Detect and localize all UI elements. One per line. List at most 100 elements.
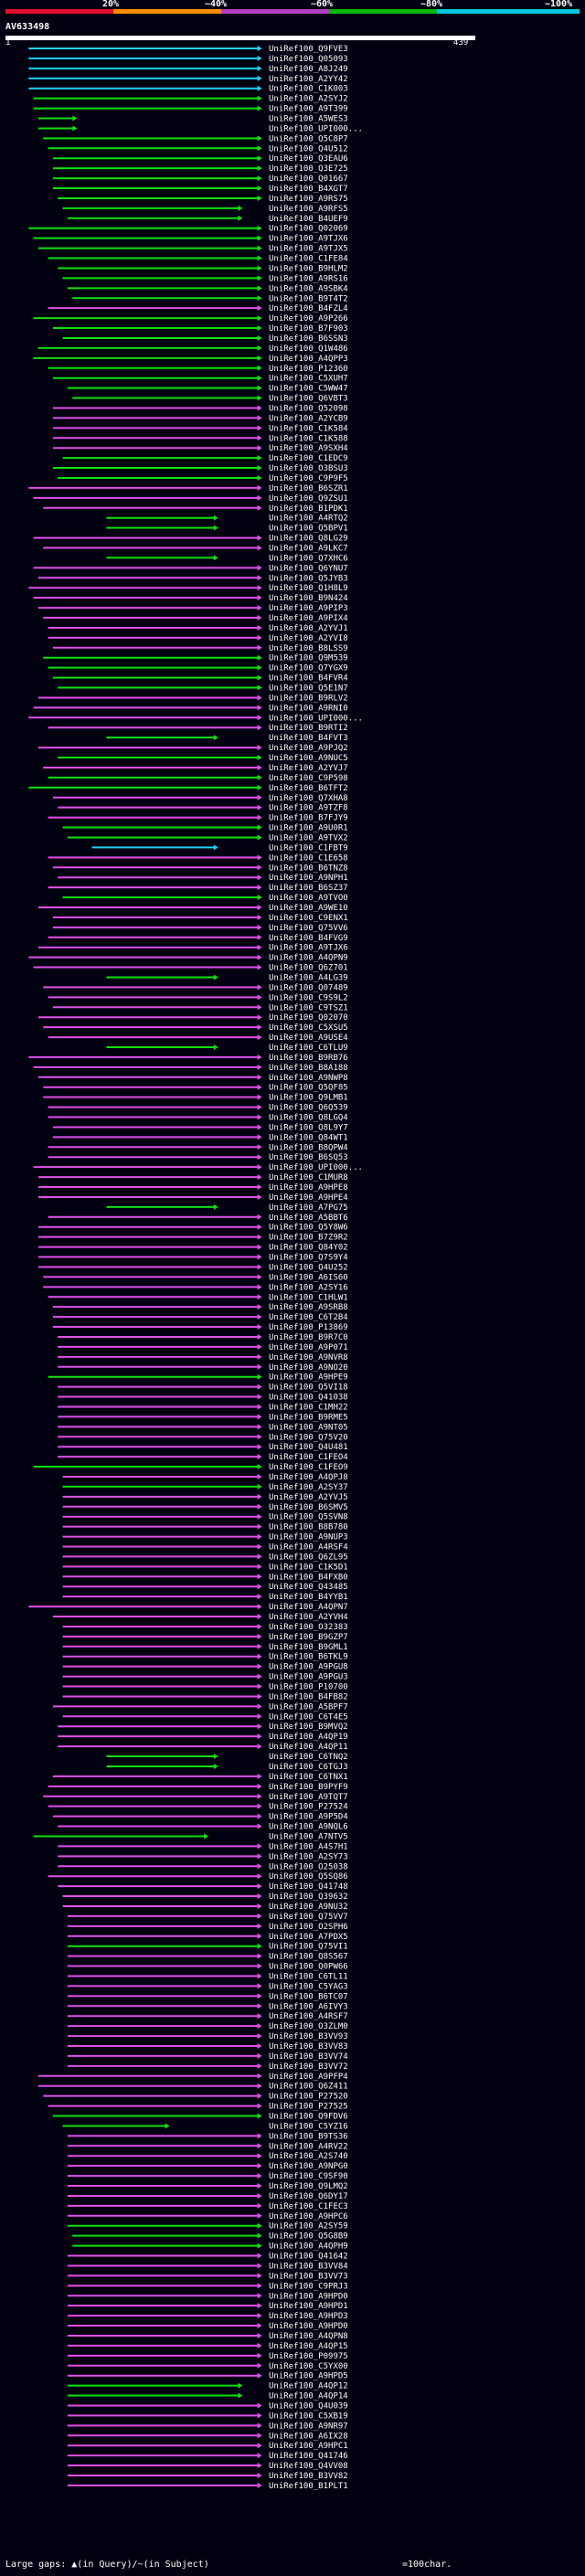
- hit-id[interactable]: UniRef100_C9P598: [269, 774, 348, 783]
- hit-id[interactable]: UniRef100_Q84WT1: [269, 1133, 348, 1142]
- hit-row[interactable]: UniRef100_A6IX28: [67, 2432, 348, 2441]
- hit-row[interactable]: UniRef100_Q84WT1: [52, 1133, 348, 1142]
- hit-row[interactable]: UniRef100_A9NPH1: [58, 874, 348, 883]
- hit-row[interactable]: UniRef100_C1K5D1: [62, 1563, 348, 1572]
- hit-row[interactable]: UniRef100_C6TGJ3: [106, 1763, 348, 1772]
- hit-row[interactable]: UniRef100_B6SQ53: [48, 1153, 348, 1162]
- hit-id[interactable]: UniRef100_C6T2B4: [269, 1313, 348, 1322]
- hit-id[interactable]: UniRef100_C6TLU9: [269, 1044, 348, 1053]
- hit-row[interactable]: UniRef100_Q8L9Y7: [52, 1123, 348, 1132]
- hit-id[interactable]: UniRef100_A2S740: [269, 2152, 348, 2161]
- hit-id[interactable]: UniRef100_A9NUP3: [269, 1533, 348, 1542]
- hit-row[interactable]: UniRef100_A9NPG0: [67, 2162, 348, 2171]
- hit-row[interactable]: UniRef100_A9RNI0: [33, 704, 348, 713]
- hit-id[interactable]: UniRef100_Q41642: [269, 2253, 348, 2262]
- hit-id[interactable]: UniRef100_C5XB19: [269, 2412, 348, 2421]
- hit-id[interactable]: UniRef100_B9MVQ2: [269, 1723, 348, 1732]
- hit-row[interactable]: UniRef100_UPI000...: [33, 1163, 363, 1172]
- hit-row[interactable]: UniRef100_A8J249: [28, 65, 348, 74]
- hit-row[interactable]: UniRef100_A9NR97: [67, 2422, 348, 2431]
- hit-id[interactable]: UniRef100_Q9FVE3: [269, 45, 348, 54]
- hit-row[interactable]: UniRef100_Q75VI1: [67, 1943, 348, 1952]
- hit-row[interactable]: UniRef100_A9TVX2: [67, 833, 348, 843]
- hit-id[interactable]: UniRef100_A2YVJ7: [269, 764, 348, 773]
- hit-id[interactable]: UniRef100_C5XSU5: [269, 1023, 348, 1033]
- hit-id[interactable]: UniRef100_A4QPN7: [269, 1603, 348, 1612]
- hit-id[interactable]: UniRef100_Q41038: [269, 1394, 348, 1403]
- hit-row[interactable]: UniRef100_B6TKL9: [62, 1653, 348, 1662]
- hit-id[interactable]: UniRef100_O3ZLM0: [269, 2022, 348, 2031]
- hit-row[interactable]: UniRef100_P10700: [62, 1683, 348, 1692]
- hit-id[interactable]: UniRef100_A9HPD1: [269, 2302, 348, 2311]
- hit-id[interactable]: UniRef100_B3VV84: [269, 2262, 348, 2271]
- hit-id[interactable]: UniRef100_B1PLT1: [269, 2482, 348, 2491]
- hit-row[interactable]: UniRef100_A4S7H1: [58, 1842, 348, 1851]
- hit-id[interactable]: UniRef100_Q9LMB1: [269, 1094, 348, 1103]
- hit-row[interactable]: UniRef100_A9TJX6: [37, 944, 348, 953]
- hit-row[interactable]: UniRef100_C1EDC9: [62, 454, 348, 463]
- hit-row[interactable]: UniRef100_Q4U481: [58, 1443, 348, 1452]
- hit-row[interactable]: UniRef100_Q41748: [58, 1882, 348, 1892]
- hit-id[interactable]: UniRef100_O3BSU3: [269, 464, 348, 473]
- hit-row[interactable]: UniRef100_C1FE84: [48, 255, 348, 264]
- hit-id[interactable]: UniRef100_A9PGU3: [269, 1673, 348, 1682]
- hit-id[interactable]: UniRef100_Q4U252: [269, 1263, 348, 1272]
- hit-id[interactable]: UniRef100_C1K5D1: [269, 1563, 348, 1572]
- hit-id[interactable]: UniRef100_A9TQT7: [269, 1793, 348, 1802]
- hit-row[interactable]: UniRef100_Q7S9Y4: [37, 1254, 348, 1263]
- hit-row[interactable]: UniRef100_A9NO20: [58, 1363, 348, 1373]
- hit-row[interactable]: UniRef100_Q9M539: [43, 654, 348, 663]
- hit-row[interactable]: UniRef100_A9PIX4: [43, 614, 348, 623]
- hit-row[interactable]: UniRef100_A9HPD5: [67, 2372, 348, 2381]
- hit-id[interactable]: UniRef100_C1K588: [269, 434, 348, 443]
- hit-id[interactable]: UniRef100_Q8S567: [269, 1953, 348, 1962]
- hit-row[interactable]: UniRef100_A6IS60: [43, 1273, 348, 1282]
- hit-row[interactable]: UniRef100_A9NUP3: [62, 1533, 348, 1542]
- hit-id[interactable]: UniRef100_A5WES3: [269, 115, 348, 124]
- hit-row[interactable]: UniRef100_B7Z9R2: [37, 1234, 348, 1243]
- hit-id[interactable]: UniRef100_C1MH22: [269, 1403, 348, 1412]
- hit-row[interactable]: UniRef100_A9RS75: [58, 195, 348, 204]
- hit-row[interactable]: UniRef100_B3VV82: [67, 2472, 348, 2481]
- hit-id[interactable]: UniRef100_Q8LG29: [269, 535, 348, 544]
- hit-id[interactable]: UniRef100_A9P071: [269, 1343, 348, 1352]
- hit-id[interactable]: UniRef100_C9SF90: [269, 2172, 348, 2181]
- hit-id[interactable]: UniRef100_B3VV93: [269, 2032, 348, 2041]
- hit-row[interactable]: UniRef100_C1FEO4: [58, 1453, 348, 1462]
- hit-id[interactable]: UniRef100_A4RTQ2: [269, 514, 348, 524]
- hit-row[interactable]: UniRef100_A2YVJ1: [48, 624, 348, 633]
- hit-id[interactable]: UniRef100_B9HLM2: [269, 264, 348, 273]
- hit-id[interactable]: UniRef100_O32383: [269, 1623, 348, 1632]
- hit-id[interactable]: UniRef100_P27525: [269, 2103, 348, 2112]
- hit-id[interactable]: UniRef100_C1FEO4: [269, 1453, 348, 1462]
- hit-id[interactable]: UniRef100_B3VV73: [269, 2272, 348, 2281]
- hit-id[interactable]: UniRef100_Q02069: [269, 225, 348, 234]
- hit-id[interactable]: UniRef100_A9HPC1: [269, 2442, 348, 2451]
- hit-row[interactable]: UniRef100_Q5QF85: [43, 1084, 348, 1093]
- hit-id[interactable]: UniRef100_A4QPN9: [269, 954, 348, 963]
- hit-row[interactable]: UniRef100_B7FJY9: [48, 814, 348, 823]
- hit-id[interactable]: UniRef100_A9SRB8: [269, 1303, 348, 1312]
- hit-id[interactable]: UniRef100_A9HPE8: [269, 1183, 348, 1193]
- hit-id[interactable]: UniRef100_C1MUR8: [269, 1173, 348, 1182]
- hit-id[interactable]: UniRef100_B4FXB0: [269, 1573, 348, 1582]
- hit-row[interactable]: UniRef100_A9PFP4: [37, 2072, 348, 2082]
- hit-row[interactable]: UniRef100_Q02069: [28, 225, 348, 234]
- hit-id[interactable]: UniRef100_A2SYJ2: [269, 95, 348, 104]
- hit-row[interactable]: UniRef100_A2SY59: [67, 2222, 348, 2231]
- hit-row[interactable]: UniRef100_A2SY16: [43, 1283, 348, 1292]
- hit-row[interactable]: UniRef100_B4FVR4: [52, 674, 348, 684]
- hit-row[interactable]: UniRef100_Q41746: [67, 2452, 348, 2461]
- hit-row[interactable]: UniRef100_A2SYJ2: [33, 95, 348, 104]
- hit-id[interactable]: UniRef100_A9PIX4: [269, 614, 348, 623]
- hit-row[interactable]: UniRef100_Q6Z411: [37, 2083, 348, 2092]
- hit-row[interactable]: UniRef100_B9RTI2: [48, 724, 348, 733]
- hit-row[interactable]: UniRef100_B6TC07: [67, 1992, 348, 2001]
- hit-row[interactable]: UniRef100_C5XUH7: [52, 375, 348, 384]
- hit-row[interactable]: UniRef100_Q5C8P7: [43, 134, 348, 143]
- hit-row[interactable]: UniRef100_Q5VI18: [58, 1383, 348, 1393]
- hit-row[interactable]: UniRef100_A9HPC1: [67, 2442, 348, 2451]
- hit-row[interactable]: UniRef100_Q4U252: [37, 1263, 348, 1272]
- hit-id[interactable]: UniRef100_B9GZP7: [269, 1633, 348, 1642]
- hit-row[interactable]: UniRef100_Q6Q539: [48, 1104, 348, 1113]
